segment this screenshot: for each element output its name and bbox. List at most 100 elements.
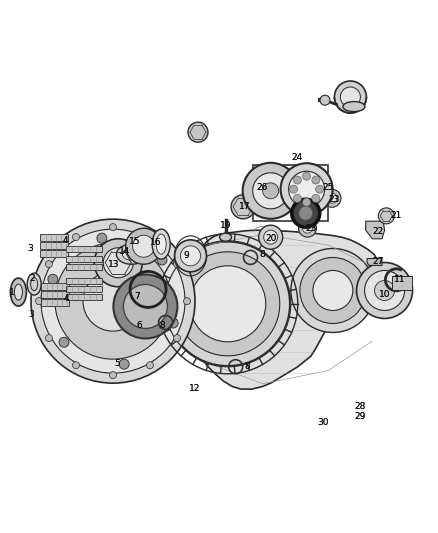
Text: 26: 26 [256,183,268,192]
Text: 26: 26 [256,183,268,192]
Text: 19: 19 [220,222,232,230]
Circle shape [299,206,313,220]
Bar [392,276,412,290]
Text: 14: 14 [119,247,131,256]
Text: 9: 9 [183,251,189,260]
Circle shape [146,233,153,240]
Bar [66,294,102,301]
Bar [66,286,102,292]
Bar [41,283,69,290]
Circle shape [293,176,301,184]
Text: 25: 25 [322,183,333,192]
Text: 27: 27 [372,257,383,265]
Bar [66,263,102,270]
Circle shape [263,183,279,199]
Circle shape [48,274,58,284]
Circle shape [73,233,80,240]
Ellipse shape [343,102,365,111]
Text: 15: 15 [129,238,141,246]
Circle shape [289,171,325,207]
Text: 24: 24 [291,153,303,161]
Text: 27: 27 [372,257,383,265]
Circle shape [173,335,180,342]
Circle shape [340,87,360,107]
Circle shape [293,195,301,203]
Circle shape [113,274,177,338]
Text: 11: 11 [394,275,405,284]
Bar [40,233,68,241]
Circle shape [334,81,367,113]
Text: 23: 23 [305,224,317,232]
Ellipse shape [122,248,141,260]
Circle shape [316,185,324,193]
Circle shape [59,337,69,348]
Text: 29: 29 [354,413,366,421]
Text: 4: 4 [64,294,69,303]
Text: 6: 6 [136,321,142,329]
Text: 28: 28 [354,402,366,410]
Text: 24: 24 [291,153,303,161]
Circle shape [103,248,133,278]
Circle shape [298,219,317,237]
Text: 6: 6 [136,321,142,329]
Text: 17: 17 [239,203,250,211]
Circle shape [357,262,413,319]
Text: 19: 19 [220,222,232,230]
Ellipse shape [27,273,41,295]
Text: 23: 23 [328,196,339,204]
Text: 22: 22 [372,228,383,236]
Circle shape [374,280,395,301]
Circle shape [166,242,290,366]
Circle shape [190,266,266,342]
Text: 13: 13 [108,261,120,269]
Circle shape [231,195,255,219]
Text: 7: 7 [134,293,140,301]
Circle shape [291,248,375,333]
Text: 4: 4 [63,237,68,245]
Ellipse shape [11,278,26,306]
Circle shape [46,261,53,268]
Circle shape [168,318,178,328]
Text: 12: 12 [189,384,201,392]
Text: 7: 7 [134,293,140,301]
Text: 5: 5 [114,359,120,368]
Circle shape [312,176,320,184]
Circle shape [46,335,53,342]
Text: 23: 23 [305,224,317,232]
Circle shape [323,189,341,207]
Circle shape [303,172,311,180]
Bar [40,241,68,249]
Text: 9: 9 [183,251,189,260]
Bar [66,255,102,262]
Text: 5: 5 [114,359,120,368]
Text: 11: 11 [394,275,405,284]
Ellipse shape [14,284,22,300]
Text: 14: 14 [119,247,131,256]
Circle shape [146,362,153,369]
Circle shape [320,95,330,105]
Circle shape [264,230,278,244]
Bar [66,278,102,284]
Text: 1: 1 [9,288,15,296]
Polygon shape [188,230,379,389]
Text: 8: 8 [159,321,165,329]
Circle shape [364,270,405,311]
Bar [41,290,69,298]
Bar [40,249,68,257]
Circle shape [157,255,167,265]
Circle shape [176,252,280,356]
Circle shape [312,195,320,203]
Circle shape [173,261,180,268]
Circle shape [290,185,297,193]
Circle shape [133,235,155,257]
Text: 8: 8 [159,321,165,329]
Circle shape [31,219,195,383]
Circle shape [292,199,320,227]
Text: 21: 21 [391,212,402,220]
Circle shape [259,225,283,249]
Text: 17: 17 [239,203,250,211]
Circle shape [124,285,167,328]
Ellipse shape [152,229,170,259]
Polygon shape [366,221,385,239]
Text: 30: 30 [318,418,329,426]
